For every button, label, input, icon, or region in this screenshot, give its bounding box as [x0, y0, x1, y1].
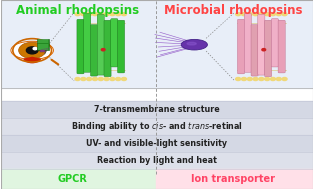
Circle shape — [271, 77, 275, 81]
Circle shape — [265, 77, 270, 81]
Bar — [156, 169, 313, 189]
Circle shape — [241, 13, 247, 16]
Circle shape — [116, 13, 121, 16]
FancyBboxPatch shape — [238, 19, 245, 74]
Circle shape — [104, 77, 109, 81]
FancyBboxPatch shape — [278, 20, 285, 73]
Circle shape — [282, 77, 287, 81]
Circle shape — [81, 13, 86, 16]
Circle shape — [110, 77, 115, 81]
Circle shape — [262, 49, 266, 51]
Circle shape — [276, 77, 281, 81]
Circle shape — [122, 77, 126, 81]
FancyBboxPatch shape — [91, 25, 98, 76]
Circle shape — [241, 77, 247, 81]
Circle shape — [247, 13, 252, 16]
Circle shape — [116, 77, 121, 81]
Bar — [37, 39, 49, 50]
Text: UV- and visible-light sensitivity: UV- and visible-light sensitivity — [86, 139, 227, 148]
Ellipse shape — [187, 42, 196, 45]
Circle shape — [122, 13, 126, 16]
Circle shape — [26, 47, 38, 54]
FancyBboxPatch shape — [111, 19, 118, 67]
Ellipse shape — [181, 39, 207, 50]
FancyBboxPatch shape — [251, 25, 258, 76]
Bar — [1, 152, 313, 169]
Circle shape — [253, 13, 258, 16]
Wedge shape — [24, 57, 40, 63]
Circle shape — [236, 77, 241, 81]
Ellipse shape — [11, 41, 54, 60]
FancyBboxPatch shape — [84, 13, 91, 72]
Text: GPCR: GPCR — [58, 174, 88, 184]
Circle shape — [259, 77, 264, 81]
Circle shape — [98, 77, 103, 81]
Bar — [1, 135, 313, 152]
Circle shape — [33, 47, 37, 50]
Circle shape — [265, 13, 270, 16]
Text: Animal rhodopsins: Animal rhodopsins — [16, 4, 139, 17]
Circle shape — [259, 13, 264, 16]
Circle shape — [104, 13, 109, 16]
Circle shape — [247, 77, 252, 81]
FancyBboxPatch shape — [117, 20, 125, 73]
Text: 7-transmembrane structure: 7-transmembrane structure — [94, 105, 220, 114]
FancyBboxPatch shape — [244, 13, 251, 72]
Circle shape — [98, 13, 103, 16]
Circle shape — [19, 42, 46, 59]
Circle shape — [101, 49, 105, 51]
Circle shape — [93, 77, 98, 81]
Circle shape — [271, 13, 275, 16]
Text: Binding ability to $\mathit{cis}$- and $\mathit{trans}$-retinal: Binding ability to $\mathit{cis}$- and $… — [71, 120, 243, 133]
Text: Reaction by light and heat: Reaction by light and heat — [97, 156, 217, 165]
Circle shape — [282, 13, 287, 16]
Circle shape — [253, 77, 258, 81]
Circle shape — [110, 13, 115, 16]
FancyBboxPatch shape — [271, 19, 278, 67]
FancyBboxPatch shape — [258, 14, 265, 75]
Bar — [1, 0, 313, 88]
Bar — [1, 118, 313, 135]
FancyBboxPatch shape — [104, 20, 111, 77]
Bar — [41, 50, 45, 52]
Circle shape — [75, 77, 80, 81]
Circle shape — [87, 77, 92, 81]
Circle shape — [75, 13, 80, 16]
Text: Ion transporter: Ion transporter — [191, 174, 275, 184]
Circle shape — [87, 13, 92, 16]
Circle shape — [93, 13, 98, 16]
FancyBboxPatch shape — [264, 20, 272, 77]
FancyBboxPatch shape — [77, 19, 84, 74]
Bar — [1, 169, 156, 189]
FancyBboxPatch shape — [97, 14, 104, 75]
Bar — [1, 101, 313, 118]
Circle shape — [81, 77, 86, 81]
Circle shape — [276, 13, 281, 16]
Circle shape — [236, 13, 241, 16]
Text: Microbial rhodopsins: Microbial rhodopsins — [164, 4, 302, 17]
